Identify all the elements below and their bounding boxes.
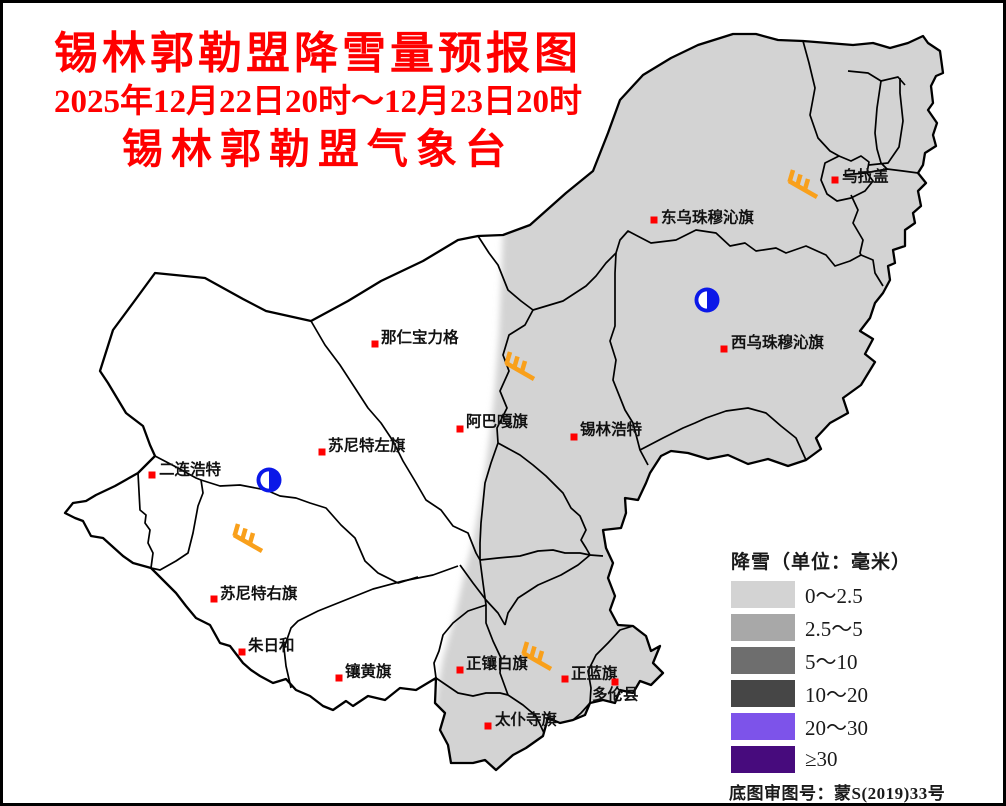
legend-swatch xyxy=(731,680,795,707)
city: 朱日和 xyxy=(238,636,295,656)
city-marker xyxy=(570,433,578,441)
city: 阿巴嘎旗 xyxy=(456,412,529,433)
legend-item: 20～30 xyxy=(717,710,1003,743)
base-map-approval-number: 底图审图号：蒙S(2019)33号 xyxy=(729,784,946,803)
city-label: 太仆寺旗 xyxy=(495,710,558,729)
city: 东乌珠穆沁旗 xyxy=(650,208,755,227)
city: 乌拉盖 xyxy=(831,167,889,186)
legend-swatch xyxy=(731,647,795,674)
city-label: 正镶白旗 xyxy=(466,654,529,673)
city-marker xyxy=(831,176,839,184)
city-marker xyxy=(318,448,326,456)
legend-swatch xyxy=(731,614,795,641)
city-label: 东乌珠穆沁旗 xyxy=(661,208,755,227)
legend-item: ≥30 xyxy=(717,743,1003,776)
city-marker xyxy=(210,595,218,603)
city-label: 苏尼特左旗 xyxy=(328,436,406,455)
city: 苏尼特左旗 xyxy=(318,436,406,456)
city-label: 二连浩特 xyxy=(159,460,222,479)
city: 西乌珠穆沁旗 xyxy=(720,333,825,353)
legend-item: 10～20 xyxy=(717,677,1003,710)
legend-item: 5～10 xyxy=(717,644,1003,677)
city-label: 朱日和 xyxy=(248,636,295,655)
legend-swatch xyxy=(731,713,795,740)
snowfall-legend: 降雪（单位：毫米） 0～2.5 2.5～5 5～10 10～20 20～30 ≥30 底图… xyxy=(717,543,1003,803)
city-marker xyxy=(456,666,464,674)
city-label: 镶黄旗 xyxy=(345,662,392,681)
city-marker xyxy=(484,722,492,730)
city-label: 锡林浩特 xyxy=(580,420,643,439)
city: 那仁宝力格 xyxy=(371,328,459,348)
legend-items: 0～2.5 2.5～5 5～10 10～20 20～30 ≥30 xyxy=(717,578,1003,776)
legend-range-label: 10～20 xyxy=(805,682,868,707)
legend-title: 降雪（单位：毫米） xyxy=(731,552,912,573)
legend-range-label: 20～30 xyxy=(805,715,868,740)
legend-item: 0～2.5 xyxy=(717,578,1003,611)
legend-range-label: 2.5～5 xyxy=(805,616,863,641)
city-marker xyxy=(238,648,246,656)
city: 镶黄旗 xyxy=(335,662,392,682)
city: 多伦县 xyxy=(592,678,639,704)
legend-swatch xyxy=(731,746,795,773)
city: 苏尼特右旗 xyxy=(210,584,298,603)
legend-range-label: 0～2.5 xyxy=(805,583,863,608)
banner-boundaries xyxy=(137,40,919,734)
city-label: 西乌珠穆沁旗 xyxy=(731,333,825,352)
city-label: 阿巴嘎旗 xyxy=(466,412,529,431)
city-marker xyxy=(611,678,619,686)
city: 正蓝旗 xyxy=(561,664,618,683)
city-label: 多伦县 xyxy=(592,685,639,704)
legend-swatch xyxy=(731,581,795,608)
city-marker xyxy=(335,674,343,682)
legend-range-label: 5～10 xyxy=(805,649,858,674)
city-marker xyxy=(456,425,464,433)
city: 正镶白旗 xyxy=(456,654,529,674)
legend-item: 2.5～5 xyxy=(717,611,1003,644)
league-boundary xyxy=(63,32,945,772)
moon-phase-icon xyxy=(694,287,720,313)
city: 二连浩特 xyxy=(148,460,222,479)
city-label: 苏尼特右旗 xyxy=(220,584,298,603)
city-marker xyxy=(650,216,658,224)
city: 太仆寺旗 xyxy=(484,710,558,730)
legend-range-label: ≥30 xyxy=(805,747,838,771)
city-label: 正蓝旗 xyxy=(571,664,618,683)
city-label: 乌拉盖 xyxy=(842,167,889,186)
city: 锡林浩特 xyxy=(570,420,643,441)
city-marker xyxy=(371,340,379,348)
city-marker xyxy=(148,471,156,479)
weather-symbols xyxy=(234,170,817,669)
city-marker xyxy=(561,675,569,683)
moon-phase-icon xyxy=(256,467,282,493)
city-label: 那仁宝力格 xyxy=(381,328,459,347)
city-marker xyxy=(720,345,728,353)
